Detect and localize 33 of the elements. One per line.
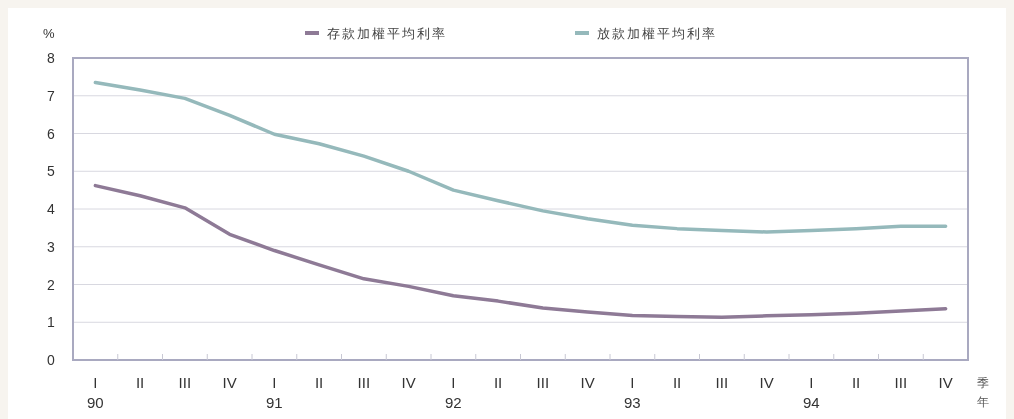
y-tick-label: 8 xyxy=(47,50,56,66)
y-tick-label: 2 xyxy=(47,276,56,293)
y-tick-label: 4 xyxy=(47,201,56,217)
x-tick-label: IV xyxy=(938,374,953,391)
x-tick-label: III xyxy=(178,374,192,391)
legend-label: 放款加權平均利率 xyxy=(597,26,717,41)
x-tick-label: IV xyxy=(580,374,595,391)
x-tick-label: I 91 xyxy=(266,374,283,412)
x-tick-label: III xyxy=(894,374,908,391)
x-tick-label: IV xyxy=(222,374,237,391)
x-tick-label: I 90 xyxy=(87,374,104,412)
y-tick-label: 3 xyxy=(47,238,56,255)
y-tick-label: 1 xyxy=(47,314,56,331)
y-axis-title: % xyxy=(43,26,55,41)
x-tick-label: II xyxy=(672,374,682,391)
x-tick-label: III xyxy=(715,374,729,391)
x-tick-label: II xyxy=(135,374,145,391)
x-axis-title: 季年 xyxy=(977,376,989,410)
x-tick-label: IV xyxy=(759,374,774,391)
y-tick-label: 6 xyxy=(47,125,56,142)
x-tick-label: IV xyxy=(401,374,416,391)
y-tick-label: 7 xyxy=(47,87,56,104)
x-tick-label: II xyxy=(493,374,503,391)
y-tick-label: 0 xyxy=(47,352,56,368)
x-tick-label: I 92 xyxy=(445,374,462,412)
x-tick-label: I 94 xyxy=(803,374,820,412)
legend-label: 存款加權平均利率 xyxy=(327,26,447,41)
x-tick-label: II xyxy=(851,374,861,391)
x-tick-label: I 93 xyxy=(624,374,641,412)
x-tick-label: III xyxy=(357,374,371,391)
y-tick-label: 5 xyxy=(47,163,56,180)
x-tick-label: II xyxy=(314,374,324,391)
x-tick-label: III xyxy=(536,374,550,391)
